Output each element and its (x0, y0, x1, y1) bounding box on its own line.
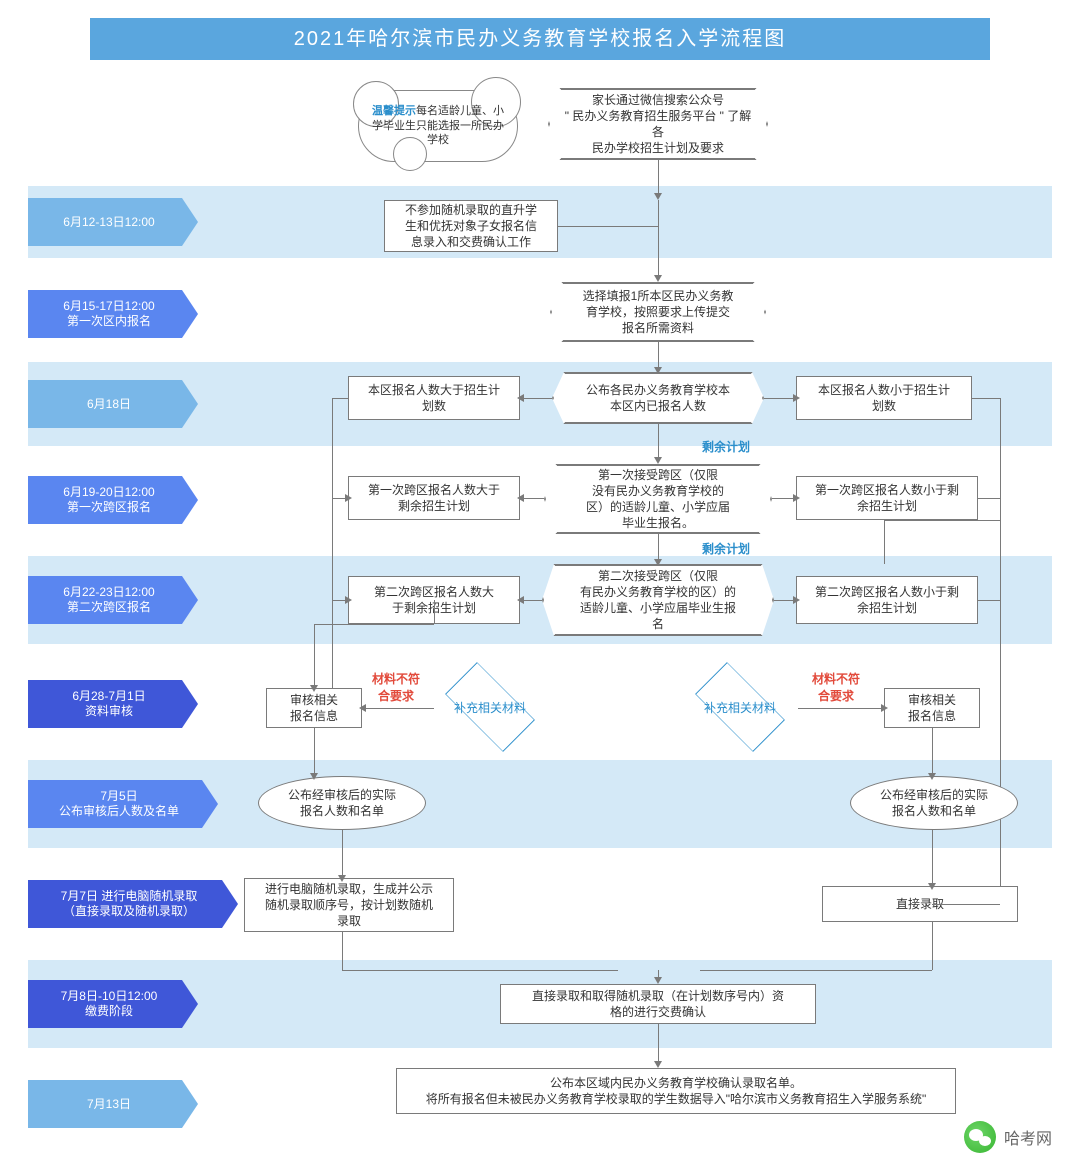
tag-7-5: 7月5日公布审核后人数及名单 (28, 780, 218, 828)
tag-7-13: 7月13日 (28, 1080, 198, 1128)
hex-cross2-accept: 第二次接受跨区（仅限 有民办义务教育学校的区）的 适龄儿童、小学应届毕业生报 名 (542, 564, 774, 636)
hex-cross1-accept: 第一次接受跨区（仅限 没有民办义务教育学校的 区）的适龄儿童、小学应届 毕业生报… (544, 464, 772, 534)
label-fail-left: 材料不符 合要求 (372, 670, 420, 704)
wechat-badge: 哈考网 (964, 1121, 1052, 1153)
box-cross2-lt: 第二次跨区报名人数小于剩 余招生计划 (796, 576, 978, 624)
ellipse-pub-after-right: 公布经审核后的实际 报名人数和名单 (850, 776, 1018, 830)
label-remain-2: 剩余计划 (702, 540, 750, 557)
box-cross1-lt: 第一次跨区报名人数小于剩 余招生计划 (796, 476, 978, 520)
diamond-supplement-left: 补充相关材料 (430, 682, 550, 732)
hex-wechat-info: 家长通过微信搜索公众号 " 民办义务教育招生服务平台 " 了解各 民办学校招生计… (548, 88, 768, 160)
cloud-tip: 温馨提示每名适龄儿童、小学毕业生只能选报一所民办学校 (358, 90, 518, 162)
diamond-supplement-right: 补充相关材料 (680, 682, 800, 732)
tag-6-18: 6月18日 (28, 380, 198, 428)
title-banner: 2021年哈尔滨市民办义务教育学校报名入学流程图 (90, 18, 990, 60)
tag-6-12: 6月12-13日12:00 (28, 198, 198, 246)
box-final-publish: 公布本区域内民办义务教育学校确认录取名单。 将所有报名但未被民办义务教育学校录取… (396, 1068, 956, 1114)
box-audit-right: 审核相关 报名信息 (884, 688, 980, 728)
tag-6-19: 6月19-20日12:00第一次跨区报名 (28, 476, 198, 524)
tag-7-7: 7月7日 进行电脑随机录取（直接录取及随机录取） (28, 880, 238, 928)
label-fail-right: 材料不符 合要求 (812, 670, 860, 704)
ellipse-pub-after-left: 公布经审核后的实际 报名人数和名单 (258, 776, 426, 830)
box-lt-plan: 本区报名人数小于招生计 划数 (796, 376, 972, 420)
hex-pub-local: 公布各民办义务教育学校本 本区内已报名人数 (552, 372, 764, 424)
hex-select-school: 选择填报1所本区民办义务教 育学校，按照要求上传提交 报名所需资料 (550, 282, 766, 342)
box-direct-upload: 不参加随机录取的直升学 生和优抚对象子女报名信 息录入和交费确认工作 (384, 200, 558, 252)
wechat-label: 哈考网 (1004, 1125, 1052, 1149)
wechat-icon (964, 1121, 996, 1153)
box-lottery: 进行电脑随机录取，生成并公示 随机录取顺序号，按计划数随机 录取 (244, 878, 454, 932)
tag-6-15: 6月15-17日12:00第一次区内报名 (28, 290, 198, 338)
box-audit-left: 审核相关 报名信息 (266, 688, 362, 728)
flowchart-canvas: 2021年哈尔滨市民办义务教育学校报名入学流程图 6月12-13日12:00 6… (0, 0, 1080, 1175)
tag-6-22: 6月22-23日12:00第二次跨区报名 (28, 576, 198, 624)
box-pay-confirm: 直接录取和取得随机录取（在计划数序号内）资 格的进行交费确认 (500, 984, 816, 1024)
tag-6-28: 6月28-7月1日资料审核 (28, 680, 198, 728)
tag-7-8: 7月8日-10日12:00缴费阶段 (28, 980, 198, 1028)
box-gt-plan: 本区报名人数大于招生计 划数 (348, 376, 520, 420)
box-cross1-gt: 第一次跨区报名人数大于 剩余招生计划 (348, 476, 520, 520)
label-remain-1: 剩余计划 (702, 438, 750, 455)
